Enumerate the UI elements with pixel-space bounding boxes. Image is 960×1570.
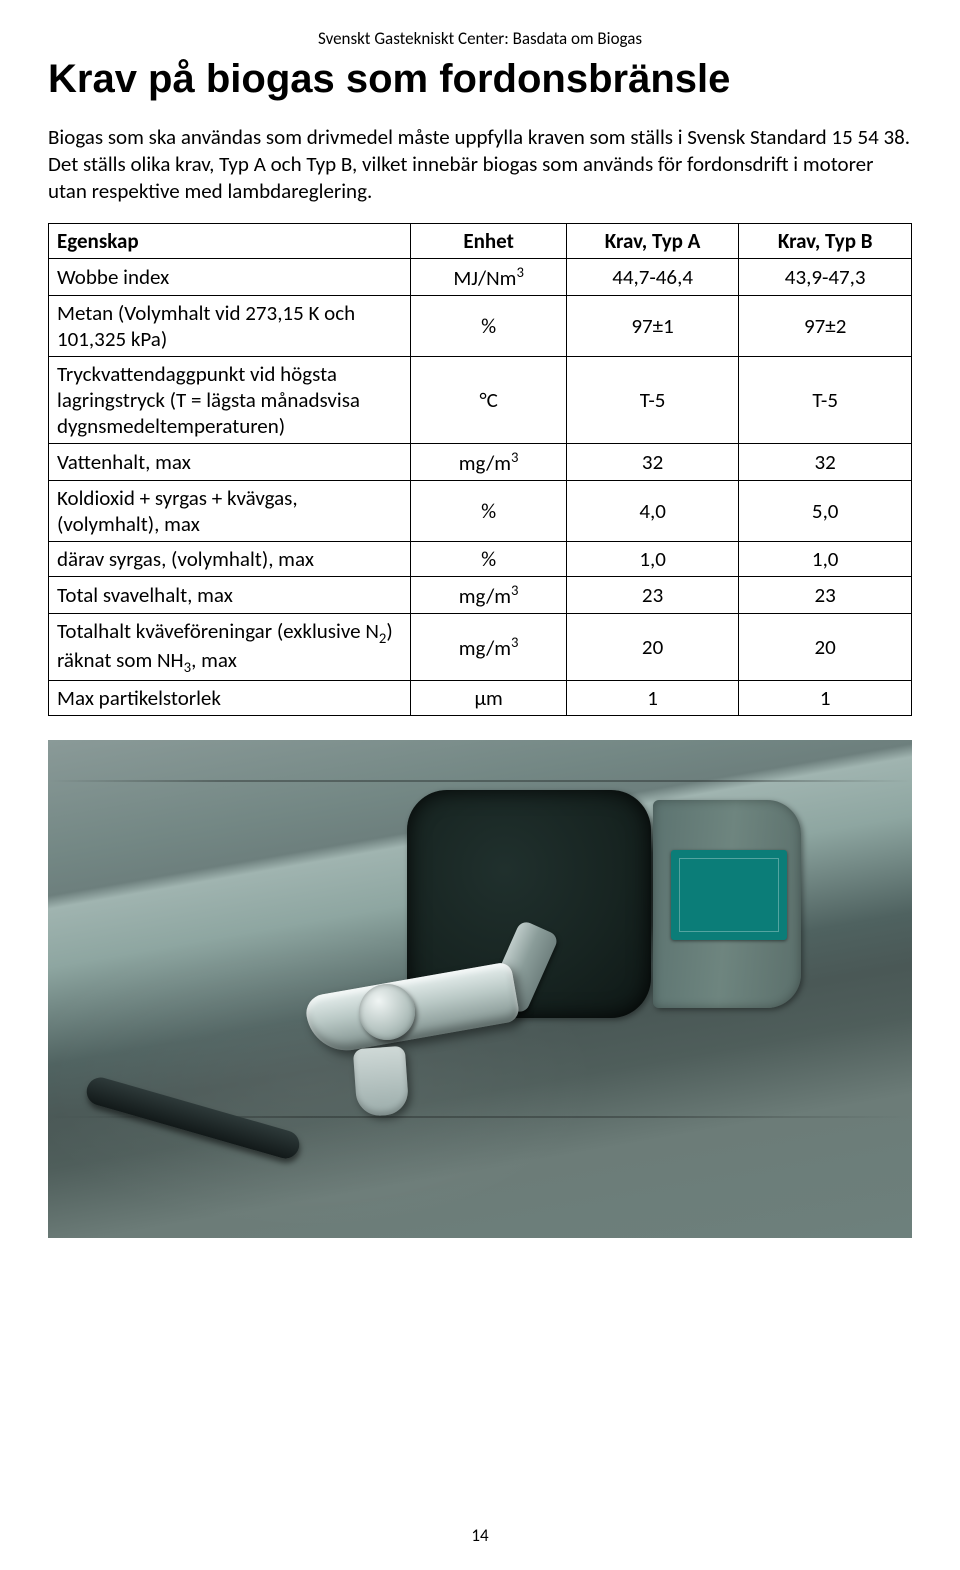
cell-typ-b: T-5 (739, 356, 912, 443)
table-row: Totalhalt kväveföreningar (exklusive N2)… (49, 613, 912, 680)
cell-typ-b: 1,0 (739, 541, 912, 576)
cell-typ-a: 20 (566, 613, 739, 680)
cell-typ-b: 43,9-47,3 (739, 258, 912, 295)
cell-property: Totalhalt kväveföreningar (exklusive N2)… (49, 613, 411, 680)
cell-typ-b: 32 (739, 443, 912, 480)
cell-property: Tryckvattendaggpunkt vid högsta lagrings… (49, 356, 411, 443)
cell-typ-b: 5,0 (739, 480, 912, 541)
col-unit: Enhet (411, 223, 566, 258)
cell-property: Vattenhalt, max (49, 443, 411, 480)
table-row: Vattenhalt, maxmg/m33232 (49, 443, 912, 480)
cell-unit: % (411, 295, 566, 356)
fuel-info-sticker (671, 850, 787, 940)
cell-property: Metan (Volymhalt vid 273,15 K och 101,32… (49, 295, 411, 356)
cell-unit: mg/m3 (411, 613, 566, 680)
cell-typ-b: 20 (739, 613, 912, 680)
cell-property: Max partikelstorlek (49, 681, 411, 716)
nozzle-cap-badge (359, 984, 415, 1040)
page-title: Krav på biogas som fordonsbränsle (48, 57, 912, 102)
cell-typ-b: 97±2 (739, 295, 912, 356)
cell-property: Total svavelhalt, max (49, 576, 411, 613)
cell-typ-a: 97±1 (566, 295, 739, 356)
table-body: Wobbe indexMJ/Nm344,7-46,443,9-47,3Metan… (49, 258, 912, 715)
cell-typ-a: 1,0 (566, 541, 739, 576)
body-seam (48, 780, 912, 782)
cell-property: därav syrgas, (volymhalt), max (49, 541, 411, 576)
cell-unit: µm (411, 681, 566, 716)
table-row: därav syrgas, (volymhalt), max%1,01,0 (49, 541, 912, 576)
col-typ-a: Krav, Typ A (566, 223, 739, 258)
table-row: Metan (Volymhalt vid 273,15 K och 101,32… (49, 295, 912, 356)
cell-typ-a: 32 (566, 443, 739, 480)
cell-typ-b: 1 (739, 681, 912, 716)
page-number: 14 (0, 1525, 960, 1546)
cell-typ-a: 44,7-46,4 (566, 258, 739, 295)
table-row: Total svavelhalt, maxmg/m32323 (49, 576, 912, 613)
cell-unit: mg/m3 (411, 443, 566, 480)
intro-paragraph: Biogas som ska användas som drivmedel må… (48, 124, 912, 205)
col-property: Egenskap (49, 223, 411, 258)
table-header-row: Egenskap Enhet Krav, Typ A Krav, Typ B (49, 223, 912, 258)
cell-property: Wobbe index (49, 258, 411, 295)
cell-unit: MJ/Nm3 (411, 258, 566, 295)
cell-typ-a: 23 (566, 576, 739, 613)
cell-typ-a: 4,0 (566, 480, 739, 541)
col-typ-b: Krav, Typ B (739, 223, 912, 258)
cell-unit: % (411, 541, 566, 576)
table-row: Koldioxid + syrgas + kvävgas, (volymhalt… (49, 480, 912, 541)
cell-typ-a: 1 (566, 681, 739, 716)
cell-unit: mg/m3 (411, 576, 566, 613)
fueling-photo (48, 740, 912, 1238)
table-row: Wobbe indexMJ/Nm344,7-46,443,9-47,3 (49, 258, 912, 295)
cell-typ-b: 23 (739, 576, 912, 613)
cell-unit: % (411, 480, 566, 541)
cell-typ-a: T-5 (566, 356, 739, 443)
cell-unit: °C (411, 356, 566, 443)
table-row: Tryckvattendaggpunkt vid högsta lagrings… (49, 356, 912, 443)
source-header: Svenskt Gastekniskt Center: Basdata om B… (48, 28, 912, 49)
table-row: Max partikelstorlekµm11 (49, 681, 912, 716)
cell-property: Koldioxid + syrgas + kvävgas, (volymhalt… (49, 480, 411, 541)
requirements-table: Egenskap Enhet Krav, Typ A Krav, Typ B W… (48, 223, 912, 716)
